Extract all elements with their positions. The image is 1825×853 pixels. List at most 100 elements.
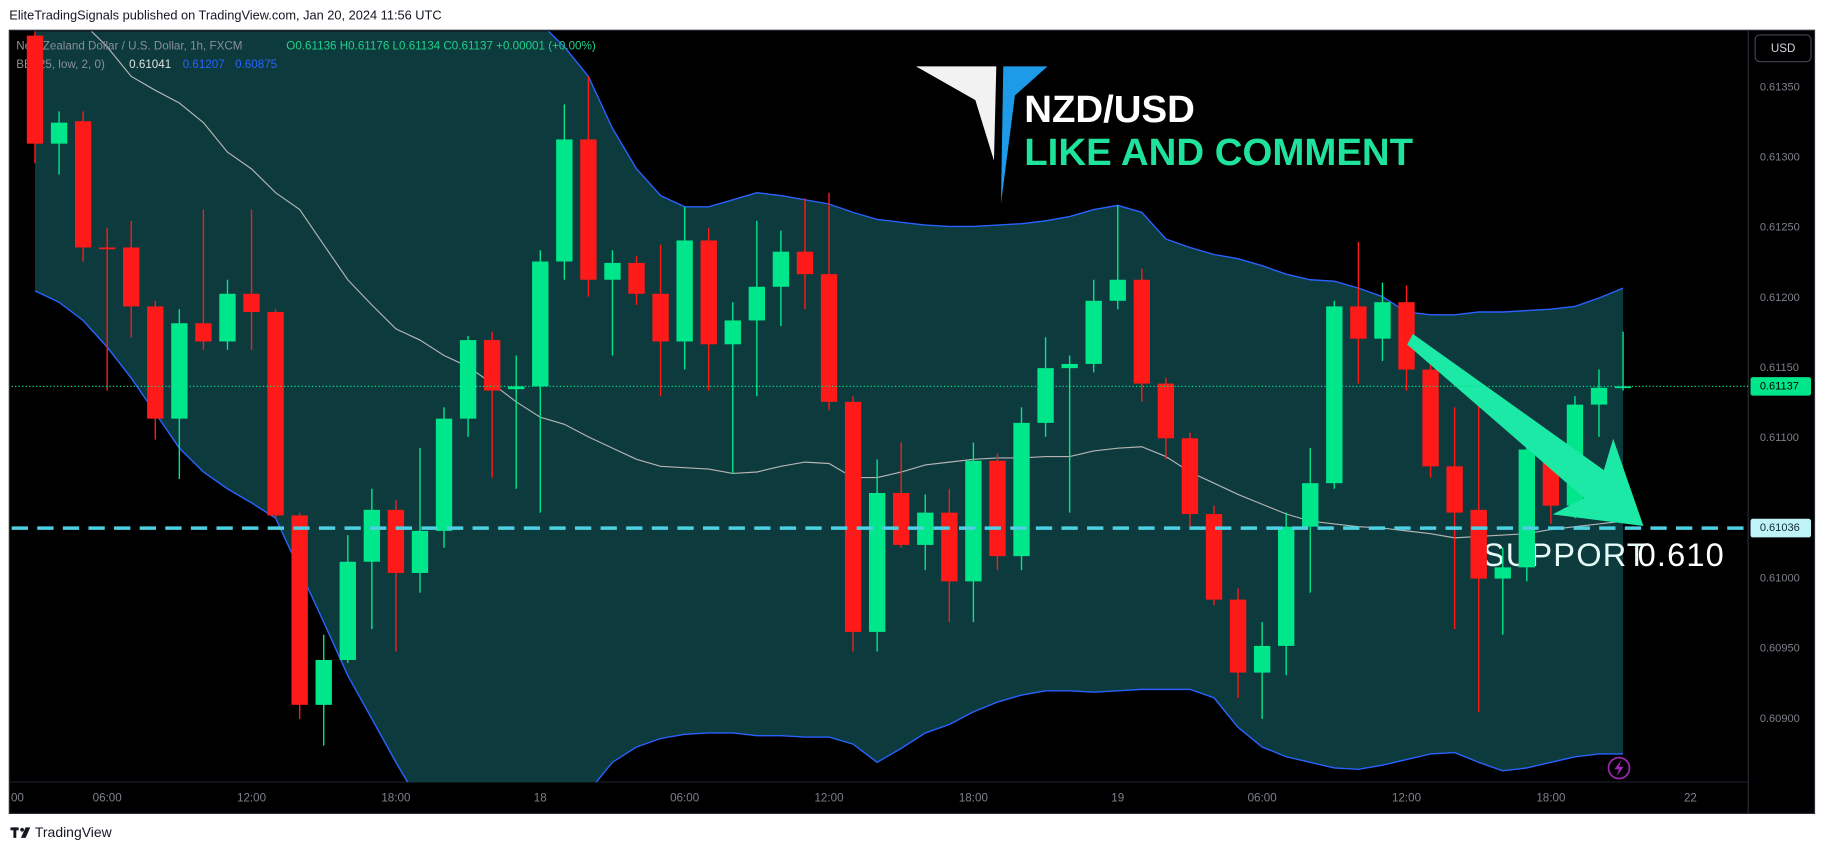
logo-white (915, 66, 997, 161)
currency-label: USD (1771, 42, 1796, 55)
x-tick-label: 00 (11, 791, 24, 804)
brand-logo: TradingView (10, 824, 113, 840)
candle-body (893, 493, 910, 545)
candle-body (1205, 514, 1223, 600)
candle-body (1181, 438, 1199, 515)
candle-body (483, 340, 501, 391)
y-tick-label: 0.61300 (1760, 152, 1800, 164)
candle-body (941, 512, 958, 582)
candle-body (1398, 302, 1415, 370)
support-price-label: 0.61036 (1760, 522, 1800, 534)
x-tick-label: 06:00 (670, 791, 700, 804)
candle-body (917, 512, 934, 545)
candle-body (628, 262, 645, 294)
candle-body (965, 460, 982, 582)
candle-body (796, 251, 814, 275)
candle-body (556, 139, 573, 262)
candle-body (98, 247, 116, 250)
legend-quote: O0.61136 H0.61176 L0.61134 C0.61137 +0.0… (286, 40, 596, 53)
legend-indicator-value: 0.61207 (183, 58, 225, 71)
x-tick-label: 18 (534, 791, 547, 804)
candle-body (652, 293, 669, 342)
candle-body (291, 515, 308, 705)
candle-body (435, 418, 453, 531)
y-tick-label: 0.61100 (1760, 432, 1799, 444)
candle-body (267, 312, 284, 516)
candle-body (243, 293, 260, 313)
candle-body (363, 509, 381, 562)
support-annotation-value: 0.610 (1638, 537, 1725, 573)
over-layer: NZD/USD LIKE AND COMMENT (11, 66, 1749, 780)
candle-body (772, 251, 790, 287)
candle-body (411, 530, 429, 573)
brand-name: TradingView (35, 824, 113, 840)
candle-body (1350, 306, 1367, 339)
candle-body (339, 561, 356, 660)
subtitle: LIKE AND COMMENT (1024, 131, 1413, 174)
x-tick-label: 19 (1111, 791, 1124, 804)
candle-body (1037, 368, 1054, 423)
last-price-label: 0.61137 (1760, 380, 1799, 392)
legend-indicator-value: 0.60875 (235, 58, 277, 71)
candles (26, 31, 1632, 746)
candle-body (1085, 300, 1102, 364)
candle-body (1446, 466, 1463, 513)
legend-symbol: New Zealand Dollar / U.S. Dollar, 1h, FX… (16, 40, 242, 53)
candle-body (50, 122, 68, 144)
candle-body (989, 460, 1006, 557)
support-annotation: SUPPORT (1483, 537, 1648, 573)
candle-body (1374, 302, 1391, 339)
candle-body (1229, 599, 1247, 673)
x-tick-label: 12:00 (237, 791, 267, 804)
x-tick-label: 18:00 (959, 791, 989, 804)
title: NZD/USD (1024, 88, 1195, 131)
brand-mark (20, 827, 24, 832)
candle-body (1109, 279, 1126, 301)
candle-body (724, 320, 741, 345)
x-tick-label: 06:00 (93, 791, 123, 804)
candle-body (195, 323, 212, 342)
last-price-tag (1750, 377, 1812, 396)
x-tick-label: 12:00 (1392, 791, 1422, 804)
x-tick-label: 06:00 (1248, 791, 1278, 804)
candle-body (26, 35, 44, 144)
y-tick-label: 0.61150 (1760, 362, 1799, 374)
candle-body (123, 247, 140, 307)
y-tick-label: 0.61000 (1760, 573, 1800, 585)
x-tick-label: 12:00 (814, 791, 844, 804)
candle-body (844, 401, 862, 632)
candle-body (1494, 567, 1511, 579)
candle-body (387, 509, 405, 573)
alert-icon-bolt (1614, 759, 1624, 777)
candle-body (1157, 383, 1175, 439)
candle-body (748, 286, 766, 321)
candle-body (74, 121, 92, 248)
brand-mark (13, 827, 17, 838)
candle-body (1061, 363, 1078, 369)
candle-body (676, 240, 693, 342)
candle-body (1614, 386, 1632, 389)
candle-body (1302, 483, 1319, 527)
candle-body (604, 262, 621, 280)
candle-body (171, 323, 188, 419)
candle-body (580, 139, 597, 280)
y-tick-label: 0.60950 (1760, 643, 1800, 655)
annotation-arrow (1407, 333, 1644, 526)
candle-body (1278, 526, 1295, 646)
candle-body (219, 293, 236, 342)
candle-body (700, 240, 717, 345)
candle-body (1253, 645, 1271, 673)
candle-body (1133, 279, 1151, 384)
y-tick-label: 0.61200 (1760, 292, 1800, 304)
candle-body (820, 274, 838, 402)
candle-body (147, 306, 164, 419)
currency-button[interactable] (1754, 34, 1812, 63)
candle-body (532, 261, 549, 387)
y-tick-label: 0.61250 (1760, 222, 1800, 234)
alert-icon[interactable] (1607, 756, 1631, 780)
candle-body (868, 493, 886, 632)
candle-body (459, 340, 477, 419)
under-layer: New Zealand Dollar / U.S. Dollar, 1h, FX… (16, 40, 1725, 573)
